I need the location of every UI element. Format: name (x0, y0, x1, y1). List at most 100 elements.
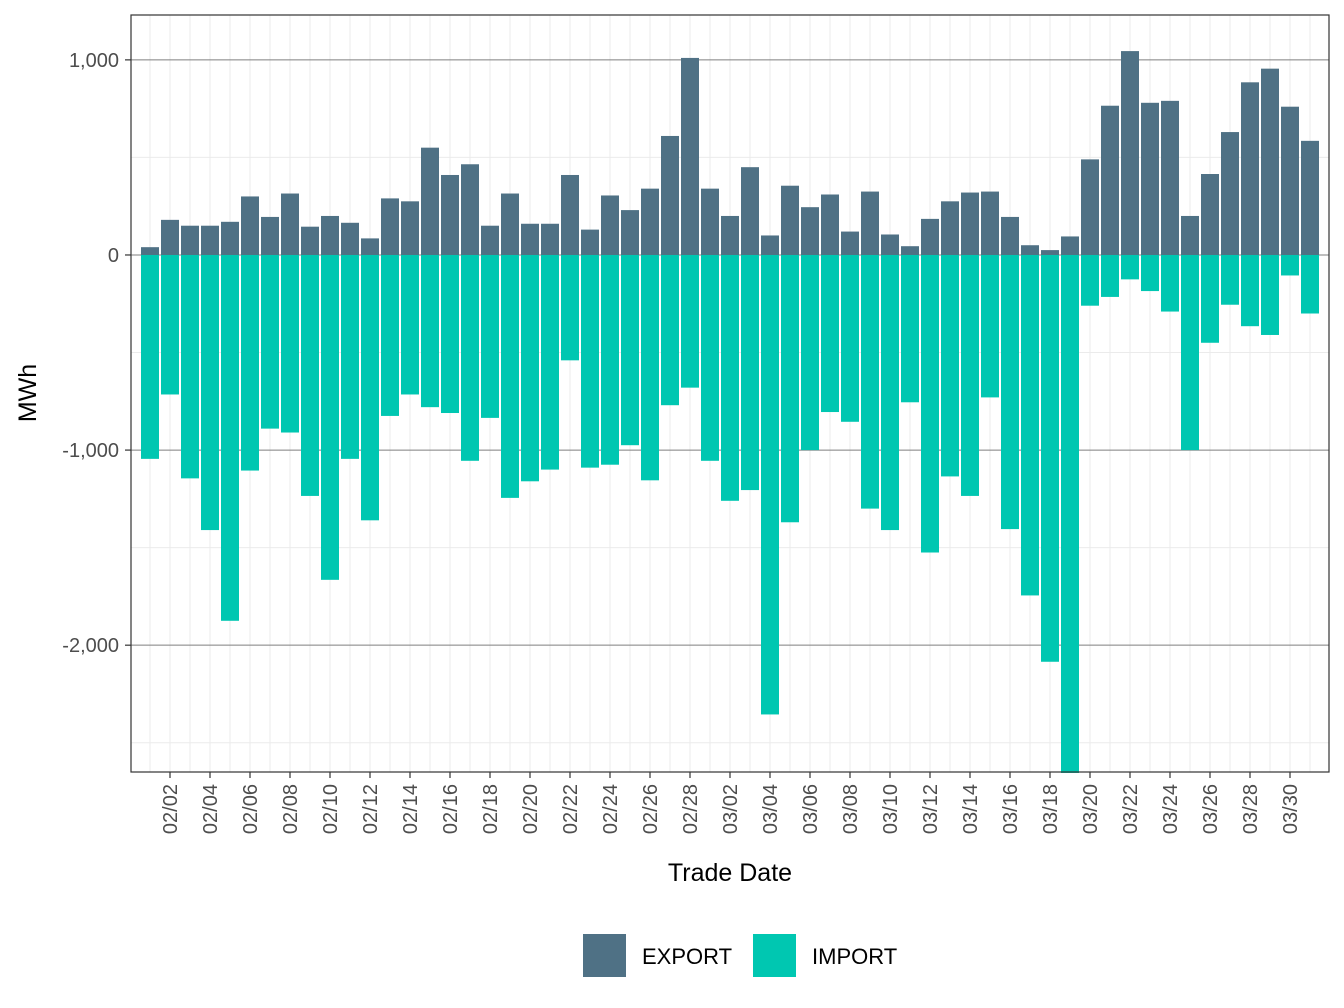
import-bar (441, 254, 459, 414)
import-bar (1001, 254, 1019, 530)
export-bar (601, 195, 619, 255)
export-bar (1201, 174, 1219, 255)
import-bar (881, 254, 899, 531)
export-bar (241, 196, 259, 255)
import-bar (401, 254, 419, 395)
import-bar (141, 254, 159, 459)
export-bar (681, 57, 699, 255)
export-bar (981, 191, 999, 255)
x-tick-label: 03/02 (720, 784, 742, 834)
legend-label-export: EXPORT (642, 944, 732, 969)
import-bar (281, 254, 299, 433)
import-bar (801, 254, 819, 451)
export-bar (401, 201, 419, 255)
export-bar (281, 193, 299, 255)
x-tick-label: 02/28 (680, 784, 702, 834)
import-bar (961, 254, 979, 496)
export-bar (661, 135, 679, 255)
export-bar (741, 167, 759, 255)
export-bar (761, 235, 779, 255)
export-bar (481, 225, 499, 255)
export-bar (1181, 215, 1199, 255)
import-bar (941, 254, 959, 477)
import-bar (301, 254, 319, 496)
export-bar (381, 198, 399, 255)
export-bar (921, 218, 939, 255)
import-bar (261, 254, 279, 429)
y-tick-label: -1,000 (62, 440, 119, 462)
export-bar (1061, 236, 1079, 255)
x-tick-label: 02/08 (280, 784, 302, 834)
export-bar (261, 216, 279, 255)
export-bar (1241, 82, 1259, 255)
export-bar (161, 219, 179, 255)
export-bar (841, 231, 859, 255)
export-bar (621, 210, 639, 255)
import-bar (901, 254, 919, 403)
export-bar (461, 164, 479, 255)
import-bar (1181, 254, 1199, 451)
legend-swatch-export (583, 934, 626, 977)
x-tick-label: 03/28 (1240, 784, 1262, 834)
import-bar (781, 254, 799, 523)
export-bar (581, 229, 599, 255)
import-bar (321, 254, 339, 580)
x-tick-label: 03/18 (1040, 784, 1062, 834)
legend-swatch-import (753, 934, 796, 977)
import-bar (581, 254, 599, 468)
import-bar (841, 254, 859, 422)
import-bar (681, 254, 699, 388)
export-bar (1081, 159, 1099, 255)
import-bar (381, 254, 399, 416)
export-bar (441, 174, 459, 255)
import-bar (1221, 254, 1239, 305)
x-tick-label: 02/22 (560, 784, 582, 834)
export-bar (1021, 245, 1039, 255)
import-bar (481, 254, 499, 418)
export-bar (1261, 68, 1279, 255)
x-tick-label: 03/16 (1000, 784, 1022, 834)
export-bar (861, 191, 879, 255)
export-bar (221, 221, 239, 255)
import-bar (1041, 254, 1059, 662)
y-tick-label: -2,000 (62, 635, 119, 657)
import-bar (601, 254, 619, 465)
y-tick-label: 1,000 (69, 50, 119, 72)
export-bar (881, 234, 899, 255)
import-bar (861, 254, 879, 509)
export-bar (1101, 105, 1119, 255)
x-tick-label: 02/14 (400, 784, 422, 834)
x-tick-label: 02/24 (600, 784, 622, 834)
export-bar (1041, 250, 1059, 255)
x-tick-label: 02/20 (520, 784, 542, 834)
export-bar (1221, 132, 1239, 255)
export-bar (961, 192, 979, 255)
export-bar (701, 188, 719, 255)
import-bar (981, 254, 999, 398)
import-bar (1101, 254, 1119, 297)
export-bar (501, 193, 519, 255)
import-bar (521, 254, 539, 482)
export-bar (641, 188, 659, 255)
export-bar (1141, 102, 1159, 255)
import-bar (341, 254, 359, 459)
import-bar (821, 254, 839, 413)
export-bar (1001, 216, 1019, 255)
export-bar (341, 222, 359, 255)
export-bar (561, 174, 579, 255)
x-tick-label: 03/24 (1160, 784, 1182, 834)
import-bar (421, 254, 439, 408)
import-bar (1301, 254, 1319, 314)
x-tick-label: 03/20 (1080, 784, 1102, 834)
import-bar (701, 254, 719, 461)
x-tick-label: 03/06 (800, 784, 822, 834)
import-bar (1061, 254, 1079, 773)
import-bar (1121, 254, 1139, 280)
export-bar (321, 215, 339, 255)
x-tick-label: 02/12 (360, 784, 382, 834)
import-bar (721, 254, 739, 501)
x-tick-label: 02/02 (160, 784, 182, 834)
bars-layer (141, 51, 1319, 773)
